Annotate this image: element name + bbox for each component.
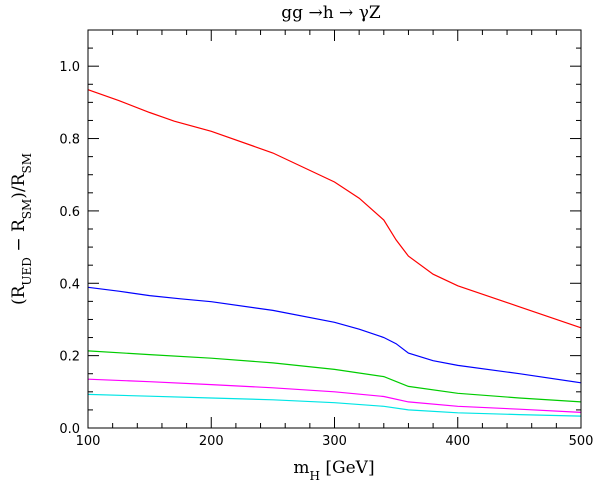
y-tick-label: 0.6: [59, 205, 80, 220]
x-tick-label: 400: [445, 434, 470, 449]
series-line-1: [87, 89, 582, 329]
tick-labels-layer: 100 200 300 400 500 0.0 0.2 0.4 0.6 0.8 1.0: [59, 60, 593, 449]
series-line-4: [87, 378, 582, 413]
y-axis-label: (RUED − RSM)/RSM: [9, 153, 34, 305]
y-tick-label: 0.2: [59, 350, 80, 365]
x-tick-label: 500: [569, 434, 594, 449]
series-layer: [87, 89, 582, 417]
chart-title: gg →h → γZ: [281, 3, 381, 23]
y-tick-label: 1.0: [59, 60, 80, 75]
ticks-layer: [87, 29, 582, 429]
series-line-5: [87, 393, 582, 417]
y-tick-label: 0.4: [59, 277, 80, 292]
chart-title-text: gg →h → γZ: [281, 3, 381, 23]
x-tick-label: 100: [76, 434, 101, 449]
x-axis-label: mH [GeV]: [293, 458, 374, 480]
y-tick-label: 0.8: [59, 133, 80, 148]
y-tick-label: 0.0: [59, 422, 80, 437]
series-line-2: [87, 286, 582, 384]
plot-frame: [87, 29, 582, 429]
x-tick-label: 300: [322, 434, 347, 449]
x-tick-label: 200: [199, 434, 224, 449]
series-line-3: [87, 350, 582, 403]
